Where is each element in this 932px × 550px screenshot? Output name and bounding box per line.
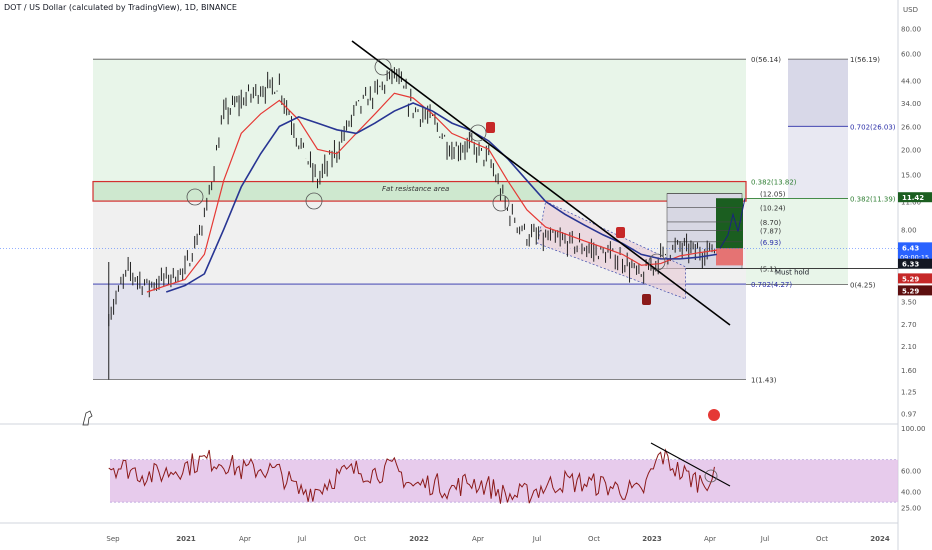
thumb-marker-icon [642, 294, 651, 305]
price-axis-tick: 2.70 [901, 321, 917, 329]
time-axis-tick: Jul [297, 535, 307, 543]
resistance-zone [92, 180, 747, 202]
ema-slow-line [165, 102, 717, 293]
price-badge [898, 192, 932, 203]
time-axis-tick: 2024 [870, 535, 890, 543]
price-badge-label: 5.29 [902, 287, 919, 295]
thumb-marker-icon [486, 122, 495, 133]
price-axis-tick: 34.00 [901, 100, 921, 108]
time-axis-tick: 2021 [176, 535, 196, 543]
time-axis-tick: 2023 [642, 535, 662, 543]
fib-label: 0.382(11.39) [850, 195, 896, 203]
time-axis-tick: Oct [588, 535, 600, 543]
price-axis-tick: 80.00 [901, 25, 921, 33]
rsi-band [110, 459, 898, 503]
price-axis-tick: 1.60 [901, 367, 917, 375]
fib-label: 0.382(13.82) [751, 179, 797, 187]
fib-label: 0(4.25) [850, 281, 876, 289]
rsi-trendline [650, 442, 731, 487]
time-axis-tick: Oct [354, 535, 366, 543]
price-axis-unit: USD [903, 6, 918, 14]
resistance-label: Fat resistance area [382, 185, 449, 193]
price-axis-tick: 11.00 [901, 198, 921, 206]
fib-zone-lower [93, 284, 746, 380]
price-badge-label: 5.29 [902, 275, 919, 283]
rsi-axis-tick: 100.00 [901, 425, 926, 433]
rsi-axis-tick: 40.00 [901, 489, 921, 497]
time-axis-tick: 2022 [409, 535, 429, 543]
highlight-circle [469, 124, 487, 142]
target-level-label: (8.70) [760, 219, 781, 227]
highlight-circle [374, 58, 392, 76]
highlight-circle [492, 194, 510, 212]
highlight-circle [648, 253, 666, 271]
price-badge [898, 285, 932, 296]
fib2-zone-mid [788, 126, 848, 199]
fib-label: 0.702(4.27) [751, 281, 792, 289]
main-downtrend-line [351, 40, 731, 326]
symbol-title: DOT / US Dollar (calculated by TradingVi… [4, 3, 237, 12]
forecast-path [719, 198, 746, 249]
target-zone [716, 198, 743, 249]
target-level-label: (10.24) [760, 205, 786, 213]
fib-label: 1(1.43) [751, 377, 777, 385]
price-axis-tick: 2.10 [901, 343, 917, 351]
rsi-axis-tick: 60.00 [901, 467, 921, 475]
price-axis-tick: 0.97 [901, 410, 917, 418]
thumb-marker-icon [616, 227, 625, 238]
price-axis-tick: 20.00 [901, 146, 921, 154]
target-level-label: (12.05) [760, 191, 786, 199]
price-badge-countdown: 09:00:15 [900, 253, 929, 261]
price-badge-label: 6.33 [902, 261, 919, 269]
fib-label: 0(56.14) [751, 56, 781, 64]
fib2-zone-top [788, 59, 848, 127]
candles [108, 67, 715, 380]
fib-label: 0.702(26.03) [850, 123, 896, 131]
rsi-highlight-circle [704, 469, 718, 483]
target-level-label: (5.1) [760, 266, 777, 274]
price-axis-tick: 60.00 [901, 50, 921, 58]
price-badge [898, 258, 932, 269]
fib2-zone-lower [746, 198, 848, 285]
flag-icon [708, 409, 720, 421]
time-axis-tick: Jul [532, 535, 542, 543]
time-axis-tick: Oct [816, 535, 828, 543]
target-level-label: (7.87) [760, 228, 781, 236]
support-label: Must hold [775, 268, 809, 276]
price-badge [898, 273, 932, 284]
price-axis-tick: 3.50 [901, 298, 917, 306]
price-badge-label: 11.42 [902, 194, 924, 202]
target-level-label: (6.93) [760, 239, 781, 247]
rsi-line [108, 448, 715, 504]
tradingview-logo-icon [82, 410, 93, 426]
time-axis-tick: Jul [760, 535, 770, 543]
price-badge [898, 242, 932, 263]
price-axis-tick: 44.00 [901, 77, 921, 85]
fib-zone-upper [93, 59, 746, 182]
price-axis-tick: 15.00 [901, 171, 921, 179]
ema-fast-line [146, 92, 717, 293]
price-axis-tick: 1.25 [901, 388, 917, 396]
time-axis-tick: Apr [704, 535, 716, 543]
price-axis-tick: 26.00 [901, 123, 921, 131]
time-axis-tick: Apr [472, 535, 484, 543]
stop-zone [716, 248, 743, 266]
time-axis-tick: Apr [239, 535, 251, 543]
fib-label: 1(56.19) [850, 56, 880, 64]
highlight-circle [305, 192, 323, 210]
rsi-axis-tick: 25.00 [901, 504, 921, 512]
time-axis-tick: Sep [106, 535, 120, 543]
price-badge-label: 6.43 [902, 244, 919, 252]
highlight-circle [186, 188, 204, 206]
price-axis-tick: 8.00 [901, 226, 917, 234]
